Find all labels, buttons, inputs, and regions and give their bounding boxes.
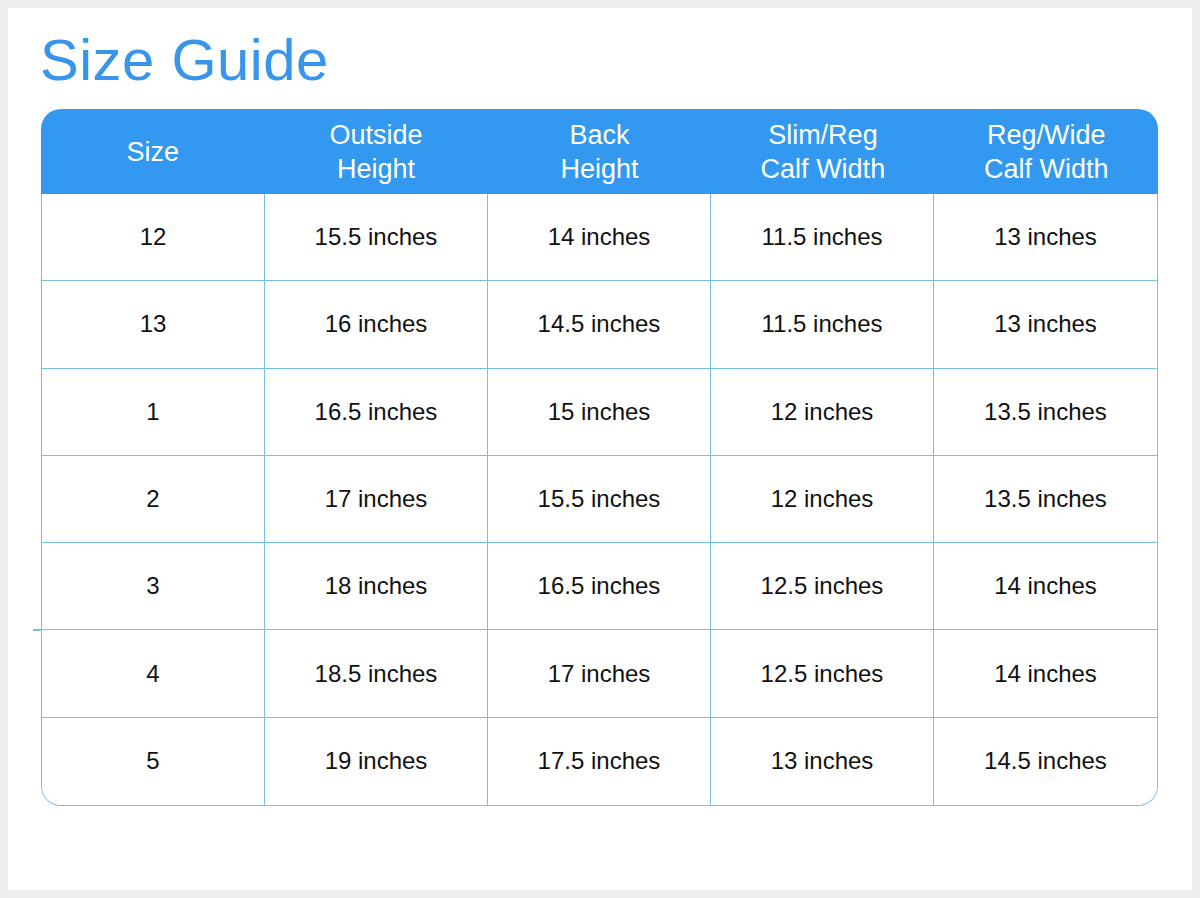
table-cell: 17 inches	[488, 630, 711, 717]
table-cell: 1	[42, 369, 265, 456]
table-cell: 16.5 inches	[488, 543, 711, 630]
table-cell: 13 inches	[934, 281, 1157, 368]
table-cell: 15.5 inches	[488, 456, 711, 543]
table-cell: 12 inches	[711, 456, 934, 543]
column-header-size: Size	[41, 135, 264, 169]
table-cell: 4	[42, 630, 265, 717]
stray-grid-line-artifact	[33, 629, 42, 631]
table-cell: 17.5 inches	[488, 718, 711, 805]
table-cell: 13	[42, 281, 265, 368]
table-cell: 16.5 inches	[265, 369, 488, 456]
size-guide-page: Size Guide Size Outside Height Back Heig…	[0, 0, 1200, 898]
table-cell: 14 inches	[934, 630, 1157, 717]
table-cell: 13 inches	[711, 718, 934, 805]
table-cell: 13.5 inches	[934, 456, 1157, 543]
table-body: 12 15.5 inches 14 inches 11.5 inches 13 …	[41, 194, 1158, 806]
table-cell: 14 inches	[934, 543, 1157, 630]
table-cell: 14.5 inches	[934, 718, 1157, 805]
table-cell: 5	[42, 718, 265, 805]
table-cell: 18 inches	[265, 543, 488, 630]
column-header-reg-wide-calf-width: Reg/Wide Calf Width	[935, 118, 1158, 186]
table-cell: 18.5 inches	[265, 630, 488, 717]
table-cell: 19 inches	[265, 718, 488, 805]
table-cell: 14 inches	[488, 194, 711, 281]
table-cell: 13.5 inches	[934, 369, 1157, 456]
column-header-slim-reg-calf-width: Slim/Reg Calf Width	[711, 118, 934, 186]
table-cell: 12 inches	[711, 369, 934, 456]
table-cell: 17 inches	[265, 456, 488, 543]
column-header-back-height: Back Height	[488, 118, 711, 186]
column-header-outside-height: Outside Height	[264, 118, 487, 186]
table-cell: 16 inches	[265, 281, 488, 368]
table-cell: 12.5 inches	[711, 630, 934, 717]
table-cell: 11.5 inches	[711, 281, 934, 368]
table-cell: 13 inches	[934, 194, 1157, 281]
table-cell: 15.5 inches	[265, 194, 488, 281]
table-cell: 3	[42, 543, 265, 630]
table-cell: 14.5 inches	[488, 281, 711, 368]
table-cell: 12.5 inches	[711, 543, 934, 630]
table-cell: 11.5 inches	[711, 194, 934, 281]
page-title: Size Guide	[40, 26, 329, 93]
table-cell: 15 inches	[488, 369, 711, 456]
table-header-row: Size Outside Height Back Height Slim/Reg…	[41, 109, 1158, 194]
table-cell: 2	[42, 456, 265, 543]
table-cell: 12	[42, 194, 265, 281]
size-guide-table: Size Outside Height Back Height Slim/Reg…	[41, 109, 1158, 806]
